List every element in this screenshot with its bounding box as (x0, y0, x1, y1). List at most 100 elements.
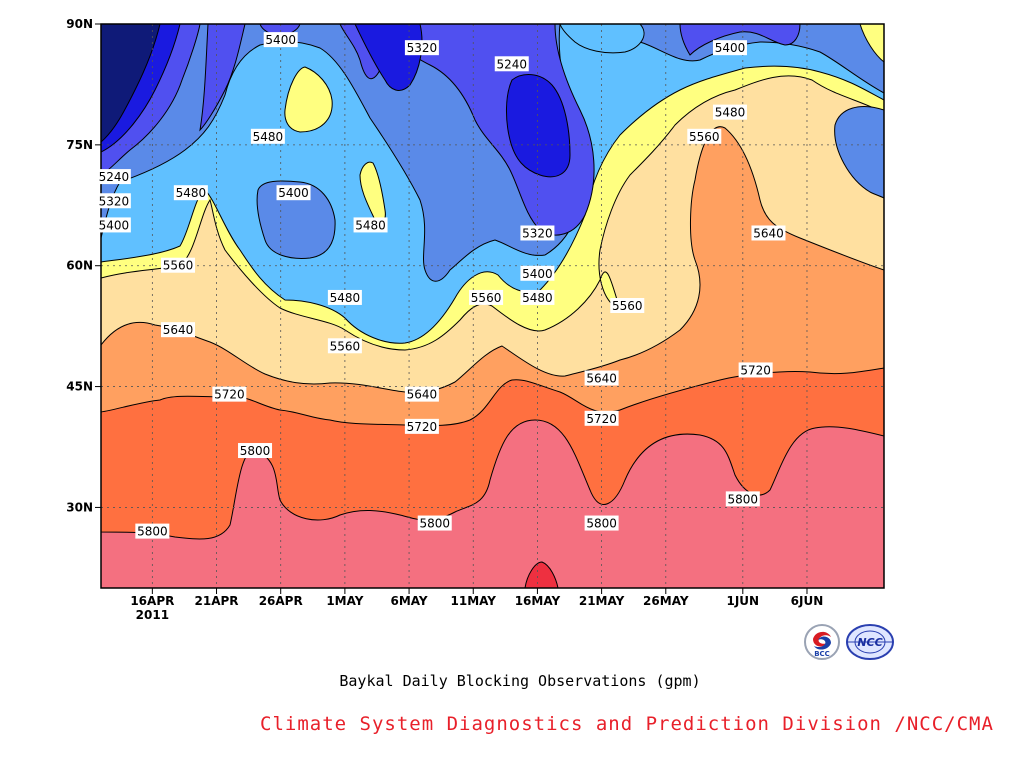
contour-label-box (161, 257, 196, 273)
y-tick-label: 60N (66, 259, 93, 273)
contour-label-box (520, 225, 555, 241)
band-5320-5400 (101, 24, 884, 282)
x-tick-label: 6JUN (791, 594, 824, 608)
y-axis: 30N 45N 60N 75N 90N (66, 17, 101, 514)
contour-label-box (520, 265, 555, 281)
contour-label-box (135, 523, 170, 539)
contour-label-text: 5400 (265, 33, 296, 47)
contour-label-box (161, 322, 196, 338)
contour-label-text: 5560 (330, 339, 361, 353)
contour-label-box (96, 169, 131, 185)
contour-label-box (725, 491, 760, 507)
contour-labels: 5400 5320 5240 5400 5480 5560 5480 5240 5320 5400… (96, 32, 786, 539)
contour-label-text: 5720 (586, 412, 617, 426)
contour-label-text: 5800 (586, 517, 617, 531)
contour-label: 5400 (276, 185, 311, 201)
contour-label: 5640 (161, 322, 196, 338)
x-tick-label: 11MAY (451, 594, 497, 608)
band-5320-5400-island (256, 180, 336, 259)
x-tick-label: 16MAY (515, 594, 561, 608)
contour-label: 5800 (417, 515, 452, 531)
contour-label-box (276, 185, 311, 201)
x-tick-label: 1JUN (726, 594, 759, 608)
x-tick-label: 21APR (195, 594, 239, 608)
contour-label-text: 5640 (163, 323, 194, 337)
contour-label: 5800 (584, 515, 619, 531)
contour-label: 5640 (404, 386, 439, 402)
bcc-logo-text: BCC (814, 650, 830, 658)
contour-label-box (173, 185, 208, 201)
ncc-logo: NCC (846, 624, 894, 660)
contour-label-text: 5800 (240, 444, 271, 458)
contour-label-box (96, 193, 131, 209)
contour-label-text: 5640 (407, 388, 438, 402)
contour-label: 5720 (404, 418, 439, 434)
contour-label-text: 5480 (253, 130, 284, 144)
y-tick-label: 75N (66, 138, 93, 152)
contour-label-text: 5720 (214, 388, 245, 402)
contour-label-text: 5480 (522, 291, 553, 305)
credit-line: Climate System Diagnostics and Predictio… (260, 713, 994, 735)
contour-label: 5800 (135, 523, 170, 539)
y-tick-label: 45N (66, 380, 93, 394)
contour-label: 5400 (520, 265, 555, 281)
contour-label-box (353, 217, 388, 233)
ncc-logo-text: NCC (857, 636, 882, 649)
band-5240-5320-d (679, 24, 801, 56)
contour-label: 5480 (173, 185, 208, 201)
band-5480-island-b (359, 161, 386, 225)
contour-label-box (404, 418, 439, 434)
contour-label: 5400 (96, 217, 131, 233)
contour-label: 5480 (327, 289, 362, 305)
contour-label-box (327, 289, 362, 305)
contour-label: 5560 (687, 128, 722, 144)
contour-label-text: 5720 (407, 420, 438, 434)
x-axis: 16APR 21APR 26APR 1MAY 6MAY 11MAY 16MAY 21MAY 26… (130, 588, 823, 622)
contour-label-box (404, 386, 439, 402)
contour-label-box (687, 128, 722, 144)
contour-label-box (520, 289, 555, 305)
contour-label-text: 5800 (419, 517, 450, 531)
x-year-label: 2011 (136, 608, 169, 622)
grid-lines (101, 24, 884, 588)
contour-label-text: 5400 (715, 41, 746, 55)
contour-label-box (250, 128, 285, 144)
contour-label: 5480 (712, 104, 747, 120)
contour-label-box (584, 370, 619, 386)
contour-label-text: 5240 (99, 170, 130, 184)
contour-label: 5240 (96, 169, 131, 185)
contour-label-box (494, 56, 529, 72)
band-5480-island-a (284, 66, 333, 133)
bcc-logo: BCC (804, 624, 840, 660)
contour-label-text: 5320 (522, 226, 553, 240)
contour-label-box (738, 362, 773, 378)
contour-label-box (712, 40, 747, 56)
contour-label: 5640 (751, 225, 786, 241)
band-5240-5320-c (199, 24, 246, 132)
x-tick-label: 26APR (259, 594, 303, 608)
contour-label-text: 5560 (689, 130, 720, 144)
contour-label: 5800 (238, 443, 273, 459)
contour-label: 5400 (712, 40, 747, 56)
contour-label-text: 5480 (715, 106, 746, 120)
y-tick-label: 30N (66, 500, 93, 514)
y-tick-label: 90N (66, 17, 93, 31)
contour-label-text: 5800 (728, 492, 759, 506)
contour-label-box (404, 40, 439, 56)
contour-label-text: 5320 (99, 194, 130, 208)
x-tick-label: 6MAY (391, 594, 428, 608)
contour-label-text: 5640 (586, 372, 617, 386)
contour-label: 5480 (353, 217, 388, 233)
contour-label-text: 5480 (330, 291, 361, 305)
contour-label: 5720 (212, 386, 247, 402)
x-tick-label: 26MAY (643, 594, 689, 608)
contour-label-box (238, 443, 273, 459)
band-5400-5480-right (559, 24, 645, 54)
contour-label: 5640 (584, 370, 619, 386)
band-5480-5560-right-top (859, 24, 884, 63)
contour-label-text: 5400 (278, 186, 309, 200)
contour-label-text: 5720 (740, 363, 771, 377)
plot-frame (100, 23, 885, 589)
contour-label-text: 5400 (522, 267, 553, 281)
contour-label-text: 5560 (471, 291, 502, 305)
